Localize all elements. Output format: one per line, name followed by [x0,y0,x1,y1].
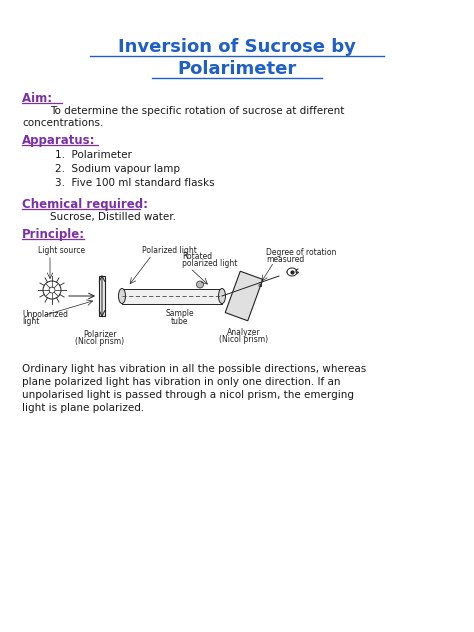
Text: unpolarised light is passed through a nicol prism, the emerging: unpolarised light is passed through a ni… [22,390,354,400]
Text: Inversion of Sucrose by: Inversion of Sucrose by [118,38,356,56]
Bar [99,276,105,316]
Text: Chemical required:: Chemical required: [22,198,148,211]
Ellipse shape [118,288,126,303]
Text: (Nicol prism): (Nicol prism) [219,335,269,344]
Text: Apparatus:: Apparatus: [22,134,95,147]
Text: Sample: Sample [166,310,194,319]
Text: Analyzer: Analyzer [227,328,261,337]
Text: Unpolarized: Unpolarized [22,310,68,319]
Ellipse shape [219,288,226,303]
Text: tube: tube [171,317,189,325]
Text: concentrations.: concentrations. [22,118,103,128]
Text: (Nicol prism): (Nicol prism) [75,337,125,346]
Polygon shape [225,271,263,321]
Text: Polarimeter: Polarimeter [177,60,297,78]
Text: a: a [258,280,263,289]
Text: Ordinary light has vibration in all the possible directions, whereas: Ordinary light has vibration in all the … [22,364,366,374]
Text: 2.  Sodium vapour lamp: 2. Sodium vapour lamp [55,164,180,174]
Text: measured: measured [266,255,304,264]
Text: light is plane polarized.: light is plane polarized. [22,403,144,413]
Text: Light source: Light source [38,246,85,255]
Text: 3.  Five 100 ml standard flasks: 3. Five 100 ml standard flasks [55,178,215,188]
Text: Rotated: Rotated [182,252,212,261]
Circle shape [197,281,203,288]
Text: Sucrose, Distilled water.: Sucrose, Distilled water. [50,212,176,222]
Text: To determine the specific rotation of sucrose at different: To determine the specific rotation of su… [50,106,345,116]
Text: plane polarized light has vibration in only one direction. If an: plane polarized light has vibration in o… [22,377,340,387]
Text: Principle:: Principle: [22,228,85,241]
Bar [122,288,222,303]
Text: Aim:: Aim: [22,92,56,105]
Text: Polarized light: Polarized light [142,246,197,255]
Text: 1.  Polarimeter: 1. Polarimeter [55,150,132,160]
Text: polarized light: polarized light [182,259,237,268]
Text: light: light [22,317,39,326]
Text: Degree of rotation: Degree of rotation [266,248,337,257]
Text: Polarizer: Polarizer [83,330,117,339]
